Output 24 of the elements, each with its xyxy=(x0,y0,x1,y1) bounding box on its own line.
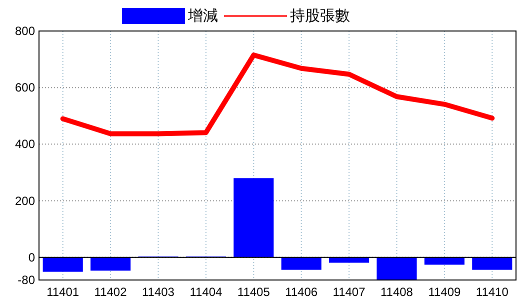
bar xyxy=(90,257,131,271)
y-tick-label: -80 xyxy=(18,273,36,287)
bar xyxy=(234,178,274,258)
legend-label: 持股張數 xyxy=(290,8,350,24)
x-tick-label: 11408 xyxy=(380,285,414,299)
y-tick-label: 200 xyxy=(14,194,36,208)
y-tick-label: 0 xyxy=(28,250,36,264)
y-tick-label: 400 xyxy=(14,137,36,152)
legend-label: 增減 xyxy=(187,8,218,24)
y-tick-label: 800 xyxy=(14,24,36,38)
bar xyxy=(42,257,83,272)
x-tick-label: 11410 xyxy=(476,285,509,299)
x-tick-label: 11404 xyxy=(190,285,223,299)
bar xyxy=(376,257,417,280)
x-tick-label: 11405 xyxy=(237,285,270,299)
y-tick-label: 600 xyxy=(14,80,36,95)
x-tick-label: 11403 xyxy=(142,285,175,299)
x-tick-label: 11406 xyxy=(285,285,318,299)
bar xyxy=(472,257,512,270)
x-tick-label: 11401 xyxy=(46,285,80,299)
bar xyxy=(281,257,322,270)
x-tick-label: 11402 xyxy=(94,285,128,299)
x-tick-label: 11407 xyxy=(332,285,366,299)
x-tick-label: 11409 xyxy=(428,285,462,299)
